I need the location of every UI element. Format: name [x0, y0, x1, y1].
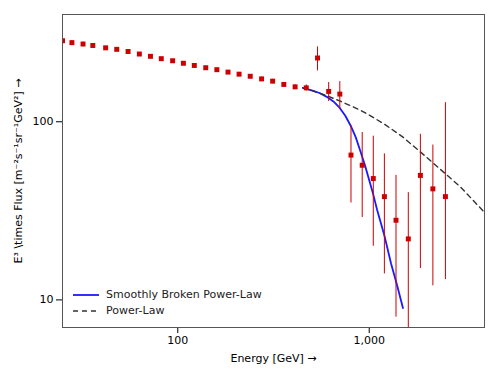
svg-text:E³ \times Flux [m⁻²s⁻¹sr⁻¹GeV²: E³ \times Flux [m⁻²s⁻¹sr⁻¹GeV²] →	[12, 79, 25, 264]
svg-text:1,000: 1,000	[353, 334, 385, 347]
svg-text:100: 100	[33, 115, 54, 128]
svg-text:Energy [GeV] →: Energy [GeV] →	[230, 352, 316, 365]
html-text:Smoothly Broken Power-Law: Smoothly Broken Power-Law	[106, 288, 262, 301]
svg-text:10: 10	[40, 293, 54, 306]
svg-text:100: 100	[167, 334, 188, 347]
html-text:Power-Law: Power-Law	[106, 304, 165, 317]
